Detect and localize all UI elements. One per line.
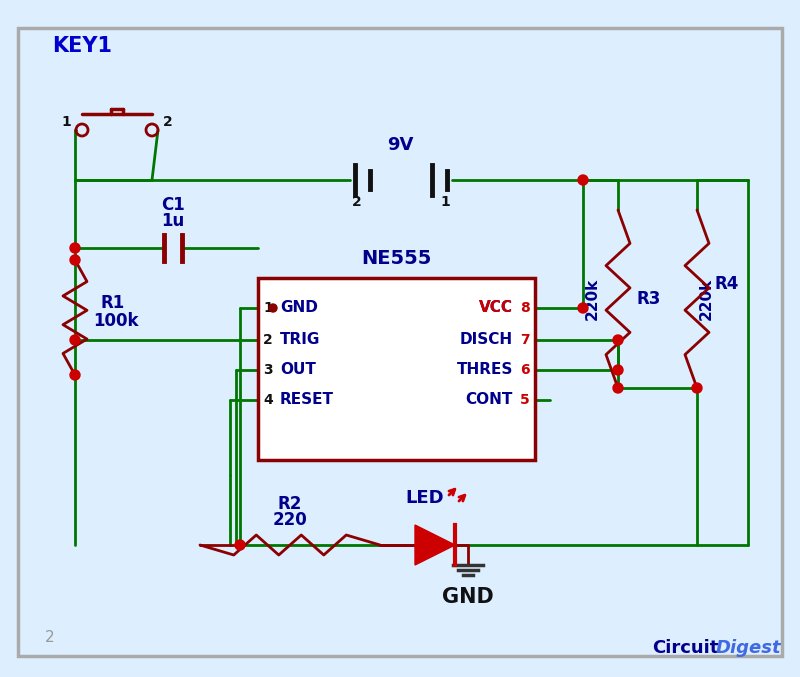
Text: Circuit: Circuit (652, 639, 718, 657)
Bar (258, 278, 535, 460)
Text: R1: R1 (100, 294, 124, 311)
Circle shape (578, 175, 588, 185)
Text: NE555: NE555 (362, 249, 432, 268)
Text: 2: 2 (352, 195, 362, 209)
Text: R3: R3 (636, 290, 660, 308)
Text: 100k: 100k (93, 311, 138, 330)
Text: THRES: THRES (457, 362, 513, 378)
Text: 2: 2 (45, 630, 54, 645)
Text: RESET: RESET (280, 393, 334, 408)
Circle shape (70, 243, 80, 253)
Text: LED: LED (406, 489, 444, 507)
Text: 220k: 220k (585, 278, 600, 320)
Text: Digest: Digest (716, 639, 782, 657)
Text: VCC: VCC (479, 301, 513, 315)
Circle shape (692, 383, 702, 393)
Text: 1: 1 (62, 115, 71, 129)
Text: R2: R2 (278, 495, 302, 513)
Circle shape (578, 303, 588, 313)
Circle shape (269, 304, 277, 312)
Text: TRIG: TRIG (280, 332, 320, 347)
Text: GND: GND (280, 301, 318, 315)
Text: 2: 2 (163, 115, 173, 129)
Text: 1u: 1u (162, 212, 185, 230)
Text: 220k: 220k (699, 278, 714, 320)
Text: KEY1: KEY1 (52, 36, 112, 56)
Text: C1: C1 (161, 196, 185, 214)
Text: 3: 3 (263, 363, 273, 377)
Polygon shape (415, 525, 455, 565)
Text: 8: 8 (520, 301, 530, 315)
Circle shape (613, 335, 623, 345)
Circle shape (235, 540, 245, 550)
Circle shape (613, 365, 623, 375)
Text: R4: R4 (715, 275, 739, 293)
Circle shape (613, 383, 623, 393)
Text: DISCH: DISCH (460, 332, 513, 347)
Text: GND: GND (442, 587, 494, 607)
Text: 1: 1 (263, 301, 273, 315)
Text: 7: 7 (520, 333, 530, 347)
Text: 5: 5 (520, 393, 530, 407)
Text: VCC: VCC (479, 301, 513, 315)
Text: 2: 2 (263, 333, 273, 347)
Text: 1: 1 (440, 195, 450, 209)
Circle shape (70, 370, 80, 380)
Text: 4: 4 (263, 393, 273, 407)
Text: 9V: 9V (387, 136, 413, 154)
Text: OUT: OUT (280, 362, 316, 378)
Circle shape (70, 255, 80, 265)
Text: 220: 220 (273, 511, 307, 529)
Circle shape (70, 335, 80, 345)
Text: CONT: CONT (466, 393, 513, 408)
Text: 6: 6 (520, 363, 530, 377)
